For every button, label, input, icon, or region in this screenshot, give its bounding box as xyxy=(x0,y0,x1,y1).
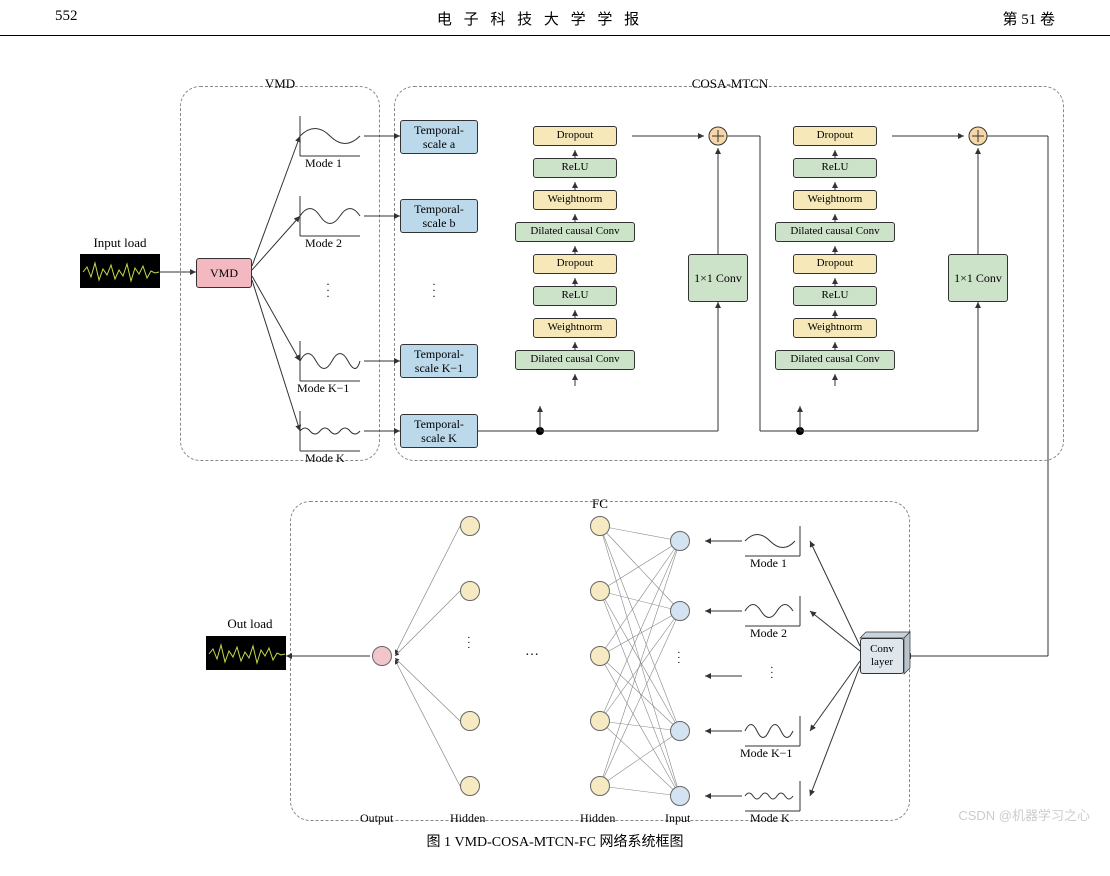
figure-caption: 图 1 VMD-COSA-MTCN-FC 网络系统框图 xyxy=(0,831,1110,851)
tcn-relu: ReLU xyxy=(533,158,617,178)
fc-mode-k: Mode K xyxy=(750,811,790,826)
temporal-k1: Temporal- scale K−1 xyxy=(400,344,478,378)
page-header: 552 电 子 科 技 大 学 学 报 第 51 卷 xyxy=(0,0,1110,36)
tcn-weightnorm: Weightnorm xyxy=(533,318,617,338)
tcn-relu: ReLU xyxy=(793,286,877,306)
nn-input-1 xyxy=(670,531,690,551)
nn-h1-1 xyxy=(590,516,610,536)
journal-title: 电 子 科 技 大 学 学 报 xyxy=(437,8,643,29)
mode-2: Mode 2 xyxy=(305,236,342,251)
page-number: 552 xyxy=(55,8,78,29)
fc-input-label: Input xyxy=(665,811,690,826)
nn-h2-1 xyxy=(460,516,480,536)
nn-input-4 xyxy=(670,786,690,806)
tcn-dilated-causal-conv: Dilated causal Conv xyxy=(775,222,895,242)
fc-mode-vdots: ··· xyxy=(770,666,774,681)
temporal-b: Temporal- scale b xyxy=(400,199,478,233)
tcn-dropout: Dropout xyxy=(793,254,877,274)
nn-h1-5 xyxy=(590,776,610,796)
tcn-dropout: Dropout xyxy=(793,126,877,146)
tcn-weightnorm: Weightnorm xyxy=(793,190,877,210)
fc-hidden2-label: Hidden xyxy=(580,811,615,826)
nn-h1-3 xyxy=(590,646,610,666)
nn-h1-2 xyxy=(590,581,610,601)
nn-h2-4 xyxy=(460,776,480,796)
nn-vdots-input: ··· xyxy=(677,651,681,666)
connections-svg xyxy=(0,36,1110,836)
tcn-dilated-causal-conv: Dilated causal Conv xyxy=(515,350,635,370)
tcn-dropout: Dropout xyxy=(533,126,617,146)
nn-h2-2 xyxy=(460,581,480,601)
hidden-dots: ··· xyxy=(525,648,539,664)
conv1x1-2: 1×1 Conv xyxy=(948,254,1008,302)
nn-vdots-h2: ··· xyxy=(467,636,471,651)
tcn-dropout: Dropout xyxy=(533,254,617,274)
diagram-container: VMD COSA-MTCN FC Input load VMD xyxy=(0,36,1110,836)
nn-output xyxy=(372,646,392,666)
tcn-relu: ReLU xyxy=(533,286,617,306)
out-load-label: Out load xyxy=(220,616,280,632)
tcn-dilated-causal-conv: Dilated causal Conv xyxy=(515,222,635,242)
volume: 第 51 卷 xyxy=(1002,8,1055,29)
temporal-vdots: ··· xyxy=(432,281,436,299)
fc-mode-k1: Mode K−1 xyxy=(740,746,792,761)
temporal-k: Temporal- scale K xyxy=(400,414,478,448)
tcn-relu: ReLU xyxy=(793,158,877,178)
mode-vdots: ··· xyxy=(326,281,330,299)
mode-1: Mode 1 xyxy=(305,156,342,171)
nn-h1-4 xyxy=(590,711,610,731)
fc-mode-2: Mode 2 xyxy=(750,626,787,641)
nn-input-2 xyxy=(670,601,690,621)
nn-h2-3 xyxy=(460,711,480,731)
mode-k: Mode K xyxy=(305,451,345,466)
conv-3d-edges xyxy=(855,630,915,680)
tcn-dilated-causal-conv: Dilated causal Conv xyxy=(775,350,895,370)
fc-hidden1-label: Hidden xyxy=(450,811,485,826)
tcn-weightnorm: Weightnorm xyxy=(533,190,617,210)
fc-output-label: Output xyxy=(360,811,393,826)
fc-mode-1: Mode 1 xyxy=(750,556,787,571)
temporal-a: Temporal- scale a xyxy=(400,120,478,154)
conv1x1-1: 1×1 Conv xyxy=(688,254,748,302)
watermark: CSDN @机器学习之心 xyxy=(958,805,1090,824)
mode-k1: Mode K−1 xyxy=(297,381,349,396)
tcn-weightnorm: Weightnorm xyxy=(793,318,877,338)
nn-input-3 xyxy=(670,721,690,741)
out-signal xyxy=(206,636,286,670)
